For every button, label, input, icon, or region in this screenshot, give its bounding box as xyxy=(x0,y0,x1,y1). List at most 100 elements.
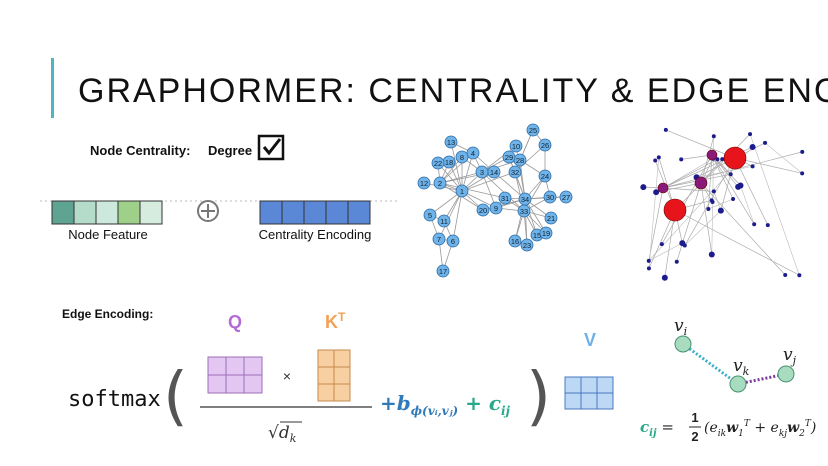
graph-node xyxy=(437,214,451,228)
node-label: 21 xyxy=(547,214,555,223)
graph-edge xyxy=(438,190,463,240)
graph-node xyxy=(543,190,557,204)
v-matrix xyxy=(564,376,614,410)
sub: kj xyxy=(779,429,787,439)
graph-edge xyxy=(648,187,664,261)
times: × xyxy=(283,368,291,384)
title: GRAPHORMER: CENTRALITY & EDGE ENCODINGS xyxy=(78,72,828,110)
sub: ik xyxy=(718,429,726,439)
graph-node xyxy=(711,134,716,139)
graph-edge xyxy=(661,154,713,245)
node-label: 18 xyxy=(445,158,453,167)
graph-node xyxy=(455,150,469,164)
sup: T xyxy=(744,419,751,429)
c: c xyxy=(640,418,649,436)
graph-edge xyxy=(740,185,755,225)
graph-node xyxy=(518,192,532,206)
graph-node xyxy=(502,150,516,164)
graph-edge xyxy=(734,157,803,174)
graph-node xyxy=(444,135,458,149)
graph-node xyxy=(763,140,768,145)
graph-node xyxy=(728,172,733,177)
q-label: Q xyxy=(228,312,242,332)
graph-node xyxy=(748,132,753,137)
graph-edge xyxy=(700,182,786,276)
node-label: 24 xyxy=(541,172,549,181)
cell xyxy=(73,200,97,225)
edge-encoding-label: Edge Encoding: xyxy=(62,307,153,321)
plus: + xyxy=(458,391,489,415)
centrality-encoding-vector xyxy=(259,200,371,225)
cell xyxy=(95,200,119,225)
graph-edge xyxy=(662,151,803,189)
graph-edge xyxy=(481,145,517,173)
graph-edge xyxy=(452,190,463,242)
w: w xyxy=(726,420,739,436)
graph-node xyxy=(653,158,658,163)
v: v xyxy=(783,345,793,365)
cell xyxy=(281,200,305,225)
graph-edge xyxy=(734,157,769,226)
cell xyxy=(333,349,351,368)
vk-label: vk xyxy=(733,356,750,378)
node-label: 27 xyxy=(562,193,570,202)
node-label: 22 xyxy=(434,159,442,168)
cell xyxy=(580,392,598,410)
cell xyxy=(117,200,141,225)
node-label: 5 xyxy=(428,211,432,220)
sub: 1 xyxy=(738,429,744,439)
graph-node xyxy=(508,234,522,248)
graph-node xyxy=(489,201,503,215)
path-node xyxy=(777,365,795,383)
graph-edge xyxy=(711,154,734,200)
v: v xyxy=(674,316,684,336)
node-label: 12 xyxy=(420,179,428,188)
close: ) xyxy=(810,420,816,436)
graph-edge xyxy=(700,182,713,255)
edge-ik xyxy=(682,342,739,386)
q-matrix xyxy=(207,356,263,394)
graph-edge xyxy=(711,154,755,225)
graph-node xyxy=(417,176,431,190)
graph-edge xyxy=(439,182,506,199)
graph-node xyxy=(544,211,558,225)
cell xyxy=(347,200,371,225)
cell xyxy=(333,383,351,402)
graph-node xyxy=(663,127,668,132)
node-label: 19 xyxy=(542,229,550,238)
half-num: 1 xyxy=(691,410,698,425)
cell xyxy=(243,374,263,394)
checkbox[interactable] xyxy=(257,134,285,161)
graph-node xyxy=(783,273,788,278)
graph-edge xyxy=(674,209,800,276)
cij-formula: cij = xyxy=(640,418,674,439)
graph-node xyxy=(706,206,711,211)
vi-label: vi xyxy=(674,316,687,338)
bias-sub: ϕ(vᵢ,vⱼ) xyxy=(411,404,458,418)
graph-edge xyxy=(764,142,803,174)
denominator: √dk xyxy=(268,423,297,445)
graph-edge xyxy=(676,182,702,262)
cell xyxy=(317,349,335,368)
graph-edge xyxy=(665,129,736,159)
graph-edge xyxy=(450,141,463,192)
graph-node xyxy=(679,157,684,162)
close-paren: ) xyxy=(526,360,551,434)
cell xyxy=(207,374,227,394)
hub-node xyxy=(694,176,708,190)
cell xyxy=(596,392,614,410)
sub: k xyxy=(743,365,750,378)
graph-node xyxy=(709,198,714,203)
graph-node xyxy=(466,146,480,160)
node-label: 28 xyxy=(516,156,524,165)
node-label: 2 xyxy=(438,179,442,188)
hub-node xyxy=(706,149,718,161)
graph-edge xyxy=(684,210,722,246)
path-node xyxy=(674,335,692,353)
sub: i xyxy=(684,325,688,338)
hub-node xyxy=(657,182,669,194)
graph-node xyxy=(750,164,755,169)
w: w xyxy=(787,420,800,436)
graph-edge xyxy=(696,166,753,178)
